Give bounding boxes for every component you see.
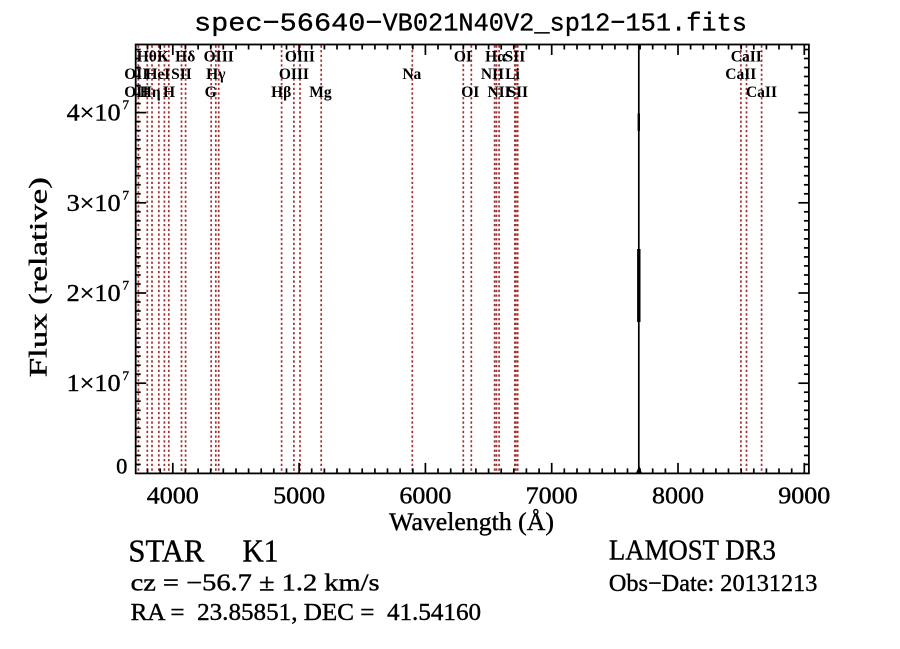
svg-text:OIII: OIII — [285, 48, 315, 65]
svg-text:NII: NII — [481, 66, 504, 83]
svg-text:NII: NII — [487, 84, 510, 101]
svg-text:Na: Na — [402, 66, 421, 83]
svg-text:G: G — [205, 84, 217, 101]
svg-text:Hα: Hα — [485, 48, 506, 65]
svg-text:SII: SII — [171, 66, 192, 83]
svg-text:Hθ: Hθ — [137, 48, 157, 65]
svg-text:spec−56640−: spec−56640− — [194, 9, 383, 39]
svg-text:Wavelength (Å): Wavelength (Å) — [389, 509, 554, 536]
svg-text:2×10: 2×10 — [67, 281, 121, 307]
svg-text:CaII: CaII — [731, 48, 762, 65]
svg-text:K: K — [157, 48, 169, 65]
svg-text:Obs−Date: 20131213: Obs−Date: 20131213 — [609, 571, 818, 597]
svg-text:STAR: STAR — [128, 533, 205, 569]
svg-text:7: 7 — [123, 97, 130, 112]
svg-text:9000: 9000 — [778, 483, 830, 509]
svg-text:8000: 8000 — [652, 483, 704, 509]
svg-text:HeI: HeI — [145, 66, 170, 83]
svg-text:3×10: 3×10 — [67, 191, 121, 217]
svg-text:0: 0 — [116, 454, 127, 479]
svg-text:RA = 23.85851, DEC = 41.5416: RA = 23.85851, DEC = 41.54160 — [131, 600, 482, 626]
svg-text:7: 7 — [123, 368, 130, 383]
svg-text:Mg: Mg — [309, 84, 332, 101]
svg-text:OII: OII — [124, 84, 148, 101]
svg-text:OI: OI — [461, 84, 479, 101]
svg-text:7: 7 — [123, 187, 130, 202]
svg-text:SII: SII — [505, 48, 526, 65]
svg-text:OIII: OIII — [204, 48, 234, 65]
svg-text:CaII: CaII — [746, 84, 777, 101]
svg-text:OI: OI — [454, 48, 472, 65]
svg-text:K1: K1 — [243, 533, 279, 569]
svg-text:Hγ: Hγ — [206, 66, 226, 83]
svg-text:CaII: CaII — [725, 66, 756, 83]
svg-text:Flux (relative): Flux (relative) — [26, 177, 53, 377]
svg-text:OII: OII — [124, 66, 148, 83]
svg-text:Li: Li — [505, 66, 520, 83]
svg-text:7: 7 — [123, 278, 130, 293]
svg-text:VB021N40V2_sp12−151.fits: VB021N40V2_sp12−151.fits — [383, 9, 748, 39]
svg-text:1×10: 1×10 — [67, 371, 121, 397]
svg-text:Hβ: Hβ — [271, 84, 291, 101]
svg-text:Hη: Hη — [140, 84, 161, 101]
svg-text:OIII: OIII — [279, 66, 309, 83]
svg-text:cz = −56.7 ± 1.2 km/s: cz = −56.7 ± 1.2 km/s — [131, 571, 380, 597]
svg-text:4×10: 4×10 — [67, 101, 121, 127]
svg-text:SII: SII — [507, 84, 528, 101]
svg-text:Hδ: Hδ — [175, 48, 195, 65]
svg-text:6000: 6000 — [399, 483, 451, 509]
svg-text:5000: 5000 — [273, 483, 325, 509]
svg-text:7000: 7000 — [526, 483, 578, 509]
svg-text:4000: 4000 — [147, 483, 199, 509]
svg-text:LAMOST DR3: LAMOST DR3 — [609, 534, 776, 566]
svg-text:H: H — [163, 84, 175, 101]
